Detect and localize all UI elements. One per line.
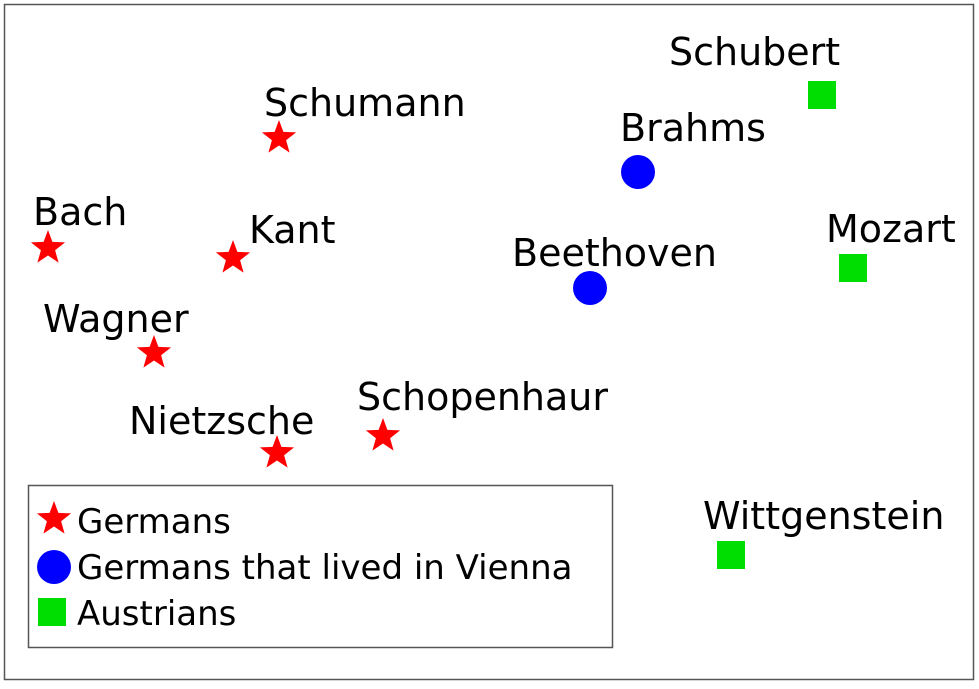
legend-circle-icon <box>37 550 71 584</box>
legend-square-icon <box>38 598 66 626</box>
legend-box <box>27 484 614 649</box>
label-bach: Bach <box>33 190 127 234</box>
label-schumann: Schumann <box>264 81 466 125</box>
label-brahms: Brahms <box>620 106 766 150</box>
star-icon-bach <box>30 230 66 263</box>
label-wagner: Wagner <box>43 297 189 341</box>
star-icon-nietzsche <box>259 435 295 468</box>
star-icon-schopenhauer <box>365 418 401 451</box>
circle-icon-beethoven <box>573 271 607 305</box>
legend-star-icon <box>36 501 72 534</box>
star-icon-schumann <box>261 120 297 153</box>
label-schubert: Schubert <box>669 30 840 74</box>
label-wittgenstein: Wittgenstein <box>703 494 944 538</box>
legend-label-germans: Germans <box>77 502 231 542</box>
star-icon-wagner <box>136 335 172 368</box>
label-kant: Kant <box>249 208 336 252</box>
star-icon-kant <box>215 240 251 273</box>
square-icon-mozart <box>839 254 867 282</box>
label-beethoven: Beethoven <box>512 231 717 275</box>
square-icon-wittgenstein <box>717 541 745 569</box>
label-mozart: Mozart <box>826 207 956 251</box>
legend-label-austrians: Austrians <box>77 594 236 634</box>
legend: Germans Germans that lived in Vienna Aus… <box>27 484 614 649</box>
label-schopenhauer: Schopenhaur <box>357 375 608 419</box>
legend-label-vienna: Germans that lived in Vienna <box>77 548 572 588</box>
square-icon-schubert <box>808 81 836 109</box>
label-nietzsche: Nietzsche <box>129 399 314 443</box>
circle-icon-brahms <box>621 155 655 189</box>
